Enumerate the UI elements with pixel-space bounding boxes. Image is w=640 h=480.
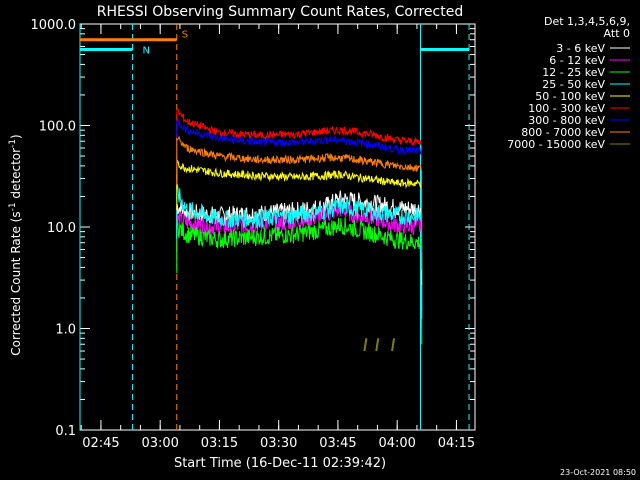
series-6-12-kev — [176, 201, 423, 329]
series-7000-15000kev — [363, 338, 368, 352]
legend-entry-label: 300 - 800 keV — [528, 114, 605, 127]
series-800-7000-kev — [176, 135, 423, 270]
x-tick-label: 02:45 — [82, 436, 119, 451]
series-50-100-kev — [176, 158, 423, 285]
legend-entry-label: 6 - 12 keV — [549, 54, 605, 67]
series-300-800-kev — [176, 119, 423, 254]
legend-entry-label: 3 - 6 keV — [556, 42, 605, 55]
x-tick-label: 03:15 — [201, 436, 238, 451]
x-tick-label: 04:15 — [438, 436, 475, 451]
series-7000-15000kev — [391, 338, 396, 352]
y-axis-label-part1: Corrected Count Rate (s — [9, 211, 23, 355]
series-7000-15000kev — [375, 338, 380, 352]
legend-entry-label: 800 - 7000 keV — [521, 126, 605, 139]
chart-title: RHESSI Observing Summary Count Rates, Co… — [97, 4, 463, 20]
series-100-300-kev — [176, 107, 423, 245]
legend-entry-label: 25 - 50 keV — [542, 78, 605, 91]
legend-entry-label: 12 - 25 keV — [542, 66, 605, 79]
legend-entry-label: 50 - 100 keV — [535, 90, 605, 103]
y-axis-label-part2: detector — [9, 148, 23, 203]
x-tick-label: 03:45 — [319, 436, 356, 451]
y-axis-label-sup1: -1 — [8, 202, 18, 211]
timestamp: 23-Oct-2021 08:50 — [560, 468, 636, 477]
plot-area: 0.1 1.0 10.0 100.0 1000.0 02:45 03:00 03:15 03:3… — [31, 18, 476, 451]
legend-header-line2: Att 0 — [604, 27, 630, 40]
y-tick-label: 100.0 — [39, 120, 76, 135]
y-axis-label: Corrected Count Rate (s-1 detector-1) — [8, 134, 23, 355]
y-tick-label: 1.0 — [55, 323, 76, 338]
y-tick-label: 10.0 — [47, 221, 76, 236]
night-label: N — [143, 46, 150, 57]
legend-header-line1: Det 1,3,4,5,6,9, — [544, 15, 630, 28]
series-12-25-kev — [176, 217, 423, 345]
x-tick-label: 04:00 — [378, 436, 415, 451]
y-tick-label: 0.1 — [55, 424, 76, 439]
y-tick-label: 1000.0 — [31, 18, 77, 33]
legend-entry-label: 100 - 300 keV — [528, 102, 605, 115]
series-25-50-kev — [176, 184, 423, 319]
x-tick-label: 03:00 — [141, 436, 178, 451]
saa-label: S — [182, 30, 188, 41]
legend-entry-label: 7000 - 15000 keV — [507, 138, 605, 151]
x-axis-label: Start Time (16-Dec-11 02:39:42) — [174, 456, 386, 471]
x-tick-label: 03:30 — [260, 436, 297, 451]
y-axis-label-sup2: -1 — [8, 139, 18, 148]
y-axis-label-part3: ) — [9, 134, 23, 139]
